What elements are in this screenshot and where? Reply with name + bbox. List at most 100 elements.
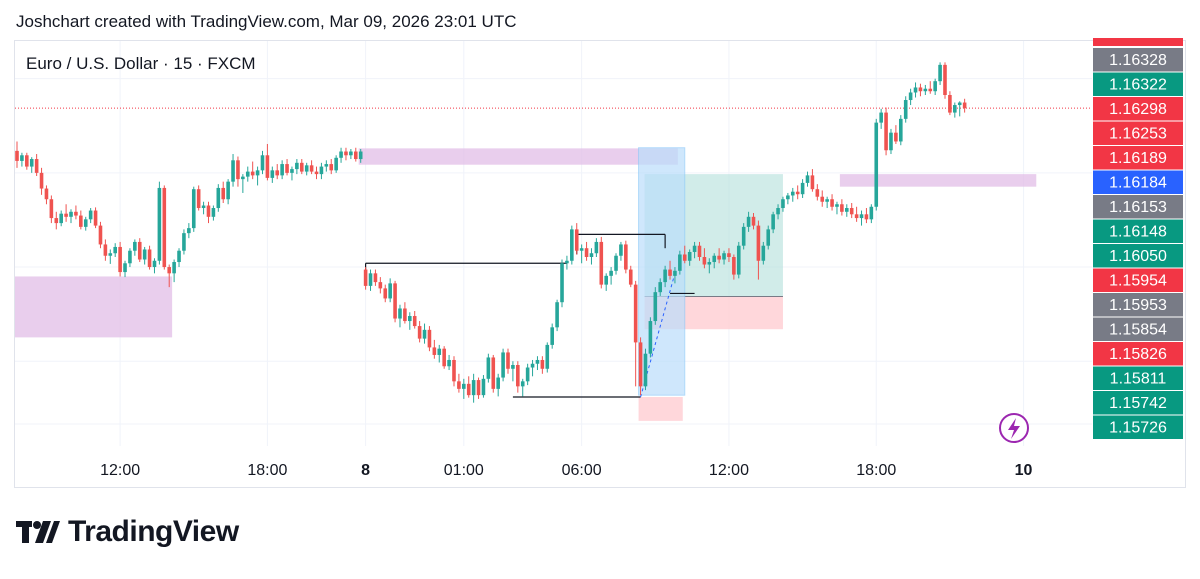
candle-body (216, 187, 221, 209)
candle-body (201, 205, 206, 209)
candle-body (383, 288, 388, 299)
price-label-text: 1.16253 (1109, 126, 1167, 143)
candle-body (511, 365, 515, 369)
price-label-text: 1.15954 (1109, 273, 1167, 290)
candle-body (275, 170, 280, 176)
price-label-text: 1.15854 (1109, 322, 1167, 339)
candle-body (516, 365, 520, 387)
candle-body (191, 189, 196, 229)
candle-body (79, 215, 83, 227)
candle-body (555, 302, 559, 328)
candle-body (653, 292, 658, 322)
candle-body (854, 214, 859, 219)
candle-body (732, 257, 736, 275)
candle-body (624, 244, 628, 270)
position-stop-zone (638, 397, 683, 421)
price-label-text: 1.16153 (1109, 199, 1167, 216)
supply-demand-zone (15, 276, 173, 338)
candle-body (182, 233, 186, 251)
candle-body (741, 226, 746, 246)
x-axis-tick-label: 12:00 (100, 462, 140, 479)
candle-body (452, 359, 456, 382)
candle-body (290, 169, 294, 173)
price-label-box (1093, 121, 1183, 145)
price-label-text: 1.15742 (1109, 395, 1167, 412)
x-axis-tick-label: 10 (1015, 462, 1033, 479)
candle-body (589, 253, 594, 257)
price-label-text: 1.16189 (1109, 150, 1167, 167)
candle-body (908, 92, 913, 101)
candle-body (403, 308, 407, 322)
candle-body (408, 316, 412, 322)
candle-body (633, 284, 638, 343)
candle-body (471, 380, 476, 396)
x-axis-tick-label: 18:00 (856, 462, 896, 479)
candle-body (491, 357, 496, 389)
price-label-box (1093, 391, 1183, 415)
candle-body (260, 155, 265, 171)
candle-body (849, 208, 854, 215)
price-label-box (1093, 268, 1183, 292)
candle-body (815, 189, 820, 197)
candle-body (299, 162, 304, 172)
candle-body (324, 164, 329, 167)
candle-body (722, 253, 726, 260)
candle-body (44, 188, 49, 200)
candle-body (702, 257, 707, 265)
candle-body (196, 189, 201, 209)
chart-frame[interactable] (14, 40, 1186, 488)
candle-body (628, 269, 633, 285)
candle-body (250, 171, 255, 176)
candle-body (393, 283, 397, 319)
candle-body (933, 81, 937, 92)
candle-body (761, 245, 766, 261)
candle-body (943, 64, 947, 95)
candle-body (270, 170, 275, 178)
candle-body (177, 250, 181, 263)
candle-body (805, 175, 810, 183)
candle-body (820, 196, 825, 202)
candle-body (496, 377, 500, 389)
price-label-partial (1093, 38, 1183, 46)
candle-body (663, 269, 667, 283)
candle-body (712, 255, 717, 263)
candle-body (34, 159, 39, 173)
candle-body (398, 308, 402, 319)
candle-body (108, 253, 113, 256)
candle-body (172, 262, 176, 274)
candle-body (923, 88, 928, 92)
candle-body (746, 216, 751, 227)
candle-body (790, 191, 795, 196)
candle-body (673, 270, 677, 276)
candle-body (678, 254, 682, 271)
tradingview-logo[interactable]: TradingView (16, 515, 239, 549)
candle-body (20, 155, 24, 161)
candle-body (938, 64, 942, 82)
candle-body (889, 132, 893, 151)
candle-body (432, 347, 437, 355)
x-axis-tick-label: 12:00 (709, 462, 749, 479)
candle-body (786, 195, 790, 200)
candle-body (707, 262, 712, 265)
candle-body (221, 187, 226, 200)
candle-body (466, 383, 471, 396)
candle-body (501, 352, 505, 378)
candle-body (899, 118, 903, 142)
candle-body (118, 246, 122, 273)
candle-body (319, 166, 324, 175)
price-label-box (1093, 170, 1183, 194)
candle-body (776, 208, 780, 215)
candle-body (98, 225, 103, 245)
candle-body (687, 251, 692, 261)
candle-body (211, 208, 216, 217)
candle-body (152, 260, 157, 268)
symbol-title[interactable]: Euro / U.S. Dollar · 15 · FXCM (26, 54, 256, 73)
candle-body (447, 359, 451, 367)
candle-body (304, 165, 309, 172)
x-axis-tick-label: 06:00 (562, 462, 602, 479)
candle-body (83, 219, 88, 227)
tradingview-logo-icon (16, 521, 60, 543)
candle-body (206, 205, 211, 217)
candle-body (344, 151, 348, 156)
